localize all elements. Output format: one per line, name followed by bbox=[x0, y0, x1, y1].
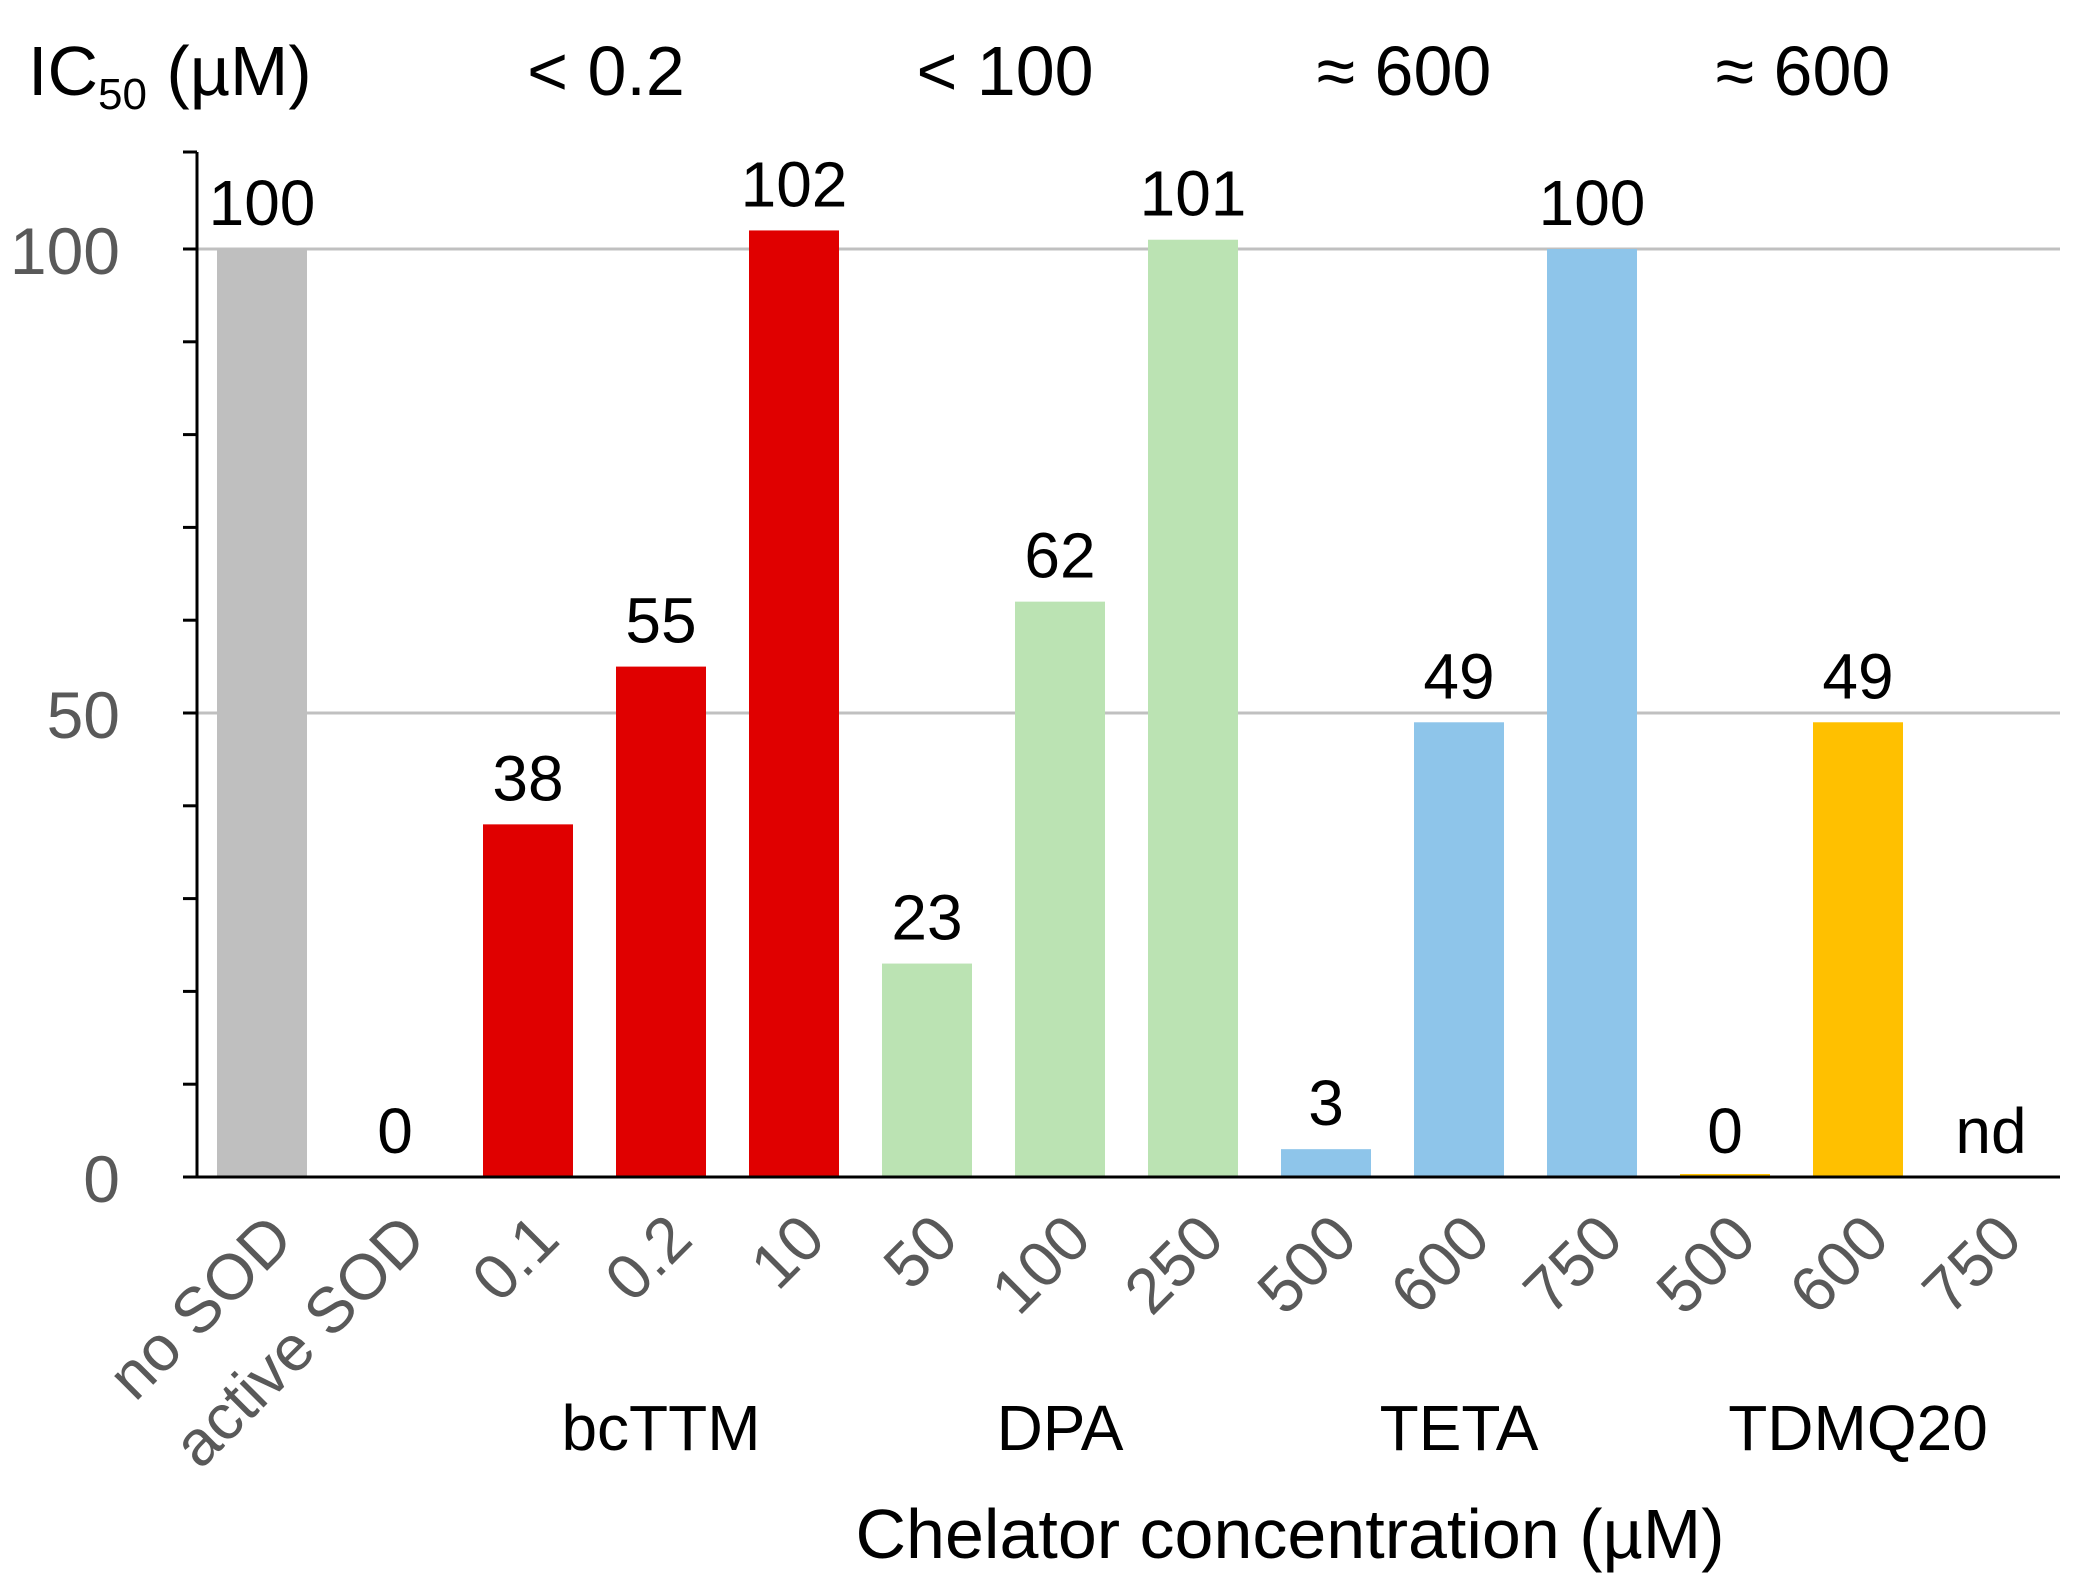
bar-7 bbox=[1148, 239, 1238, 1178]
group-label-0: bcTTM bbox=[561, 1392, 760, 1464]
x-tick-label-13: 750 bbox=[1908, 1201, 2034, 1327]
x-tick-label-7: 250 bbox=[1110, 1201, 1236, 1327]
x-tick-label-9: 600 bbox=[1376, 1201, 1502, 1327]
x-tick-label-8: 500 bbox=[1243, 1201, 1369, 1327]
data-label-1: 0 bbox=[377, 1095, 413, 1167]
x-tick-label-12: 600 bbox=[1775, 1201, 1901, 1327]
x-tick-label-6: 100 bbox=[977, 1201, 1103, 1327]
x-tick-label-10: 750 bbox=[1509, 1201, 1635, 1327]
bar-9 bbox=[1414, 722, 1504, 1177]
data-label-13: nd bbox=[1955, 1095, 2026, 1167]
group-label-3: TDMQ20 bbox=[1728, 1392, 1988, 1464]
bar-12 bbox=[1813, 722, 1903, 1177]
ic50-header: IC50 (µM) < 0.2 < 100 ≈ 600 ≈ 600 bbox=[28, 32, 1890, 119]
bar-3 bbox=[616, 666, 706, 1177]
data-label-2: 38 bbox=[492, 742, 563, 814]
ic50-value-1: < 100 bbox=[916, 32, 1093, 110]
x-tick-label-2: 0.1 bbox=[458, 1201, 572, 1315]
data-label-5: 23 bbox=[891, 882, 962, 954]
ic50-label: IC50 (µM) bbox=[28, 32, 312, 119]
bar-2 bbox=[483, 824, 573, 1177]
data-label-10: 100 bbox=[1539, 167, 1646, 239]
bar-6 bbox=[1015, 601, 1105, 1177]
y-tick-label-50: 50 bbox=[47, 678, 120, 752]
data-label-8: 3 bbox=[1308, 1067, 1344, 1139]
y-tick-label-0: 0 bbox=[83, 1142, 120, 1216]
data-label-7: 101 bbox=[1140, 158, 1247, 230]
data-label-11: 0 bbox=[1707, 1095, 1743, 1167]
data-label-12: 49 bbox=[1822, 640, 1893, 712]
x-tick-label-4: 10 bbox=[737, 1201, 838, 1302]
data-label-9: 49 bbox=[1423, 640, 1494, 712]
group-label-2: TETA bbox=[1380, 1392, 1539, 1464]
bar-0 bbox=[217, 249, 307, 1177]
bar-8 bbox=[1281, 1149, 1371, 1177]
bar-4 bbox=[749, 230, 839, 1177]
data-labels: 100 0 38 55 102 23 62 101 3 49 100 0 49 nd bbox=[209, 148, 2027, 1167]
gridlines bbox=[197, 247, 2060, 715]
y-tick-label-100: 100 bbox=[10, 214, 120, 288]
group-labels: bcTTM DPA TETA TDMQ20 bbox=[561, 1392, 1987, 1464]
data-label-6: 62 bbox=[1024, 520, 1095, 592]
ic50-value-2: ≈ 600 bbox=[1317, 32, 1492, 110]
x-axis-title: Chelator concentration (µM) bbox=[855, 1495, 1724, 1573]
bars bbox=[217, 230, 1903, 1178]
bar-5 bbox=[882, 963, 972, 1177]
x-tick-label-3: 0.2 bbox=[591, 1201, 705, 1315]
data-label-4: 102 bbox=[741, 148, 848, 220]
data-label-3: 55 bbox=[625, 585, 696, 657]
group-label-1: DPA bbox=[997, 1392, 1124, 1464]
data-label-0: 100 bbox=[209, 167, 316, 239]
x-tick-label-5: 50 bbox=[870, 1201, 971, 1302]
ic50-value-0: < 0.2 bbox=[527, 32, 685, 110]
axes: 0 50 100 bbox=[10, 150, 2060, 1216]
ic50-value-3: ≈ 600 bbox=[1716, 32, 1891, 110]
bar-10 bbox=[1547, 249, 1637, 1177]
x-tick-label-11: 500 bbox=[1642, 1201, 1768, 1327]
